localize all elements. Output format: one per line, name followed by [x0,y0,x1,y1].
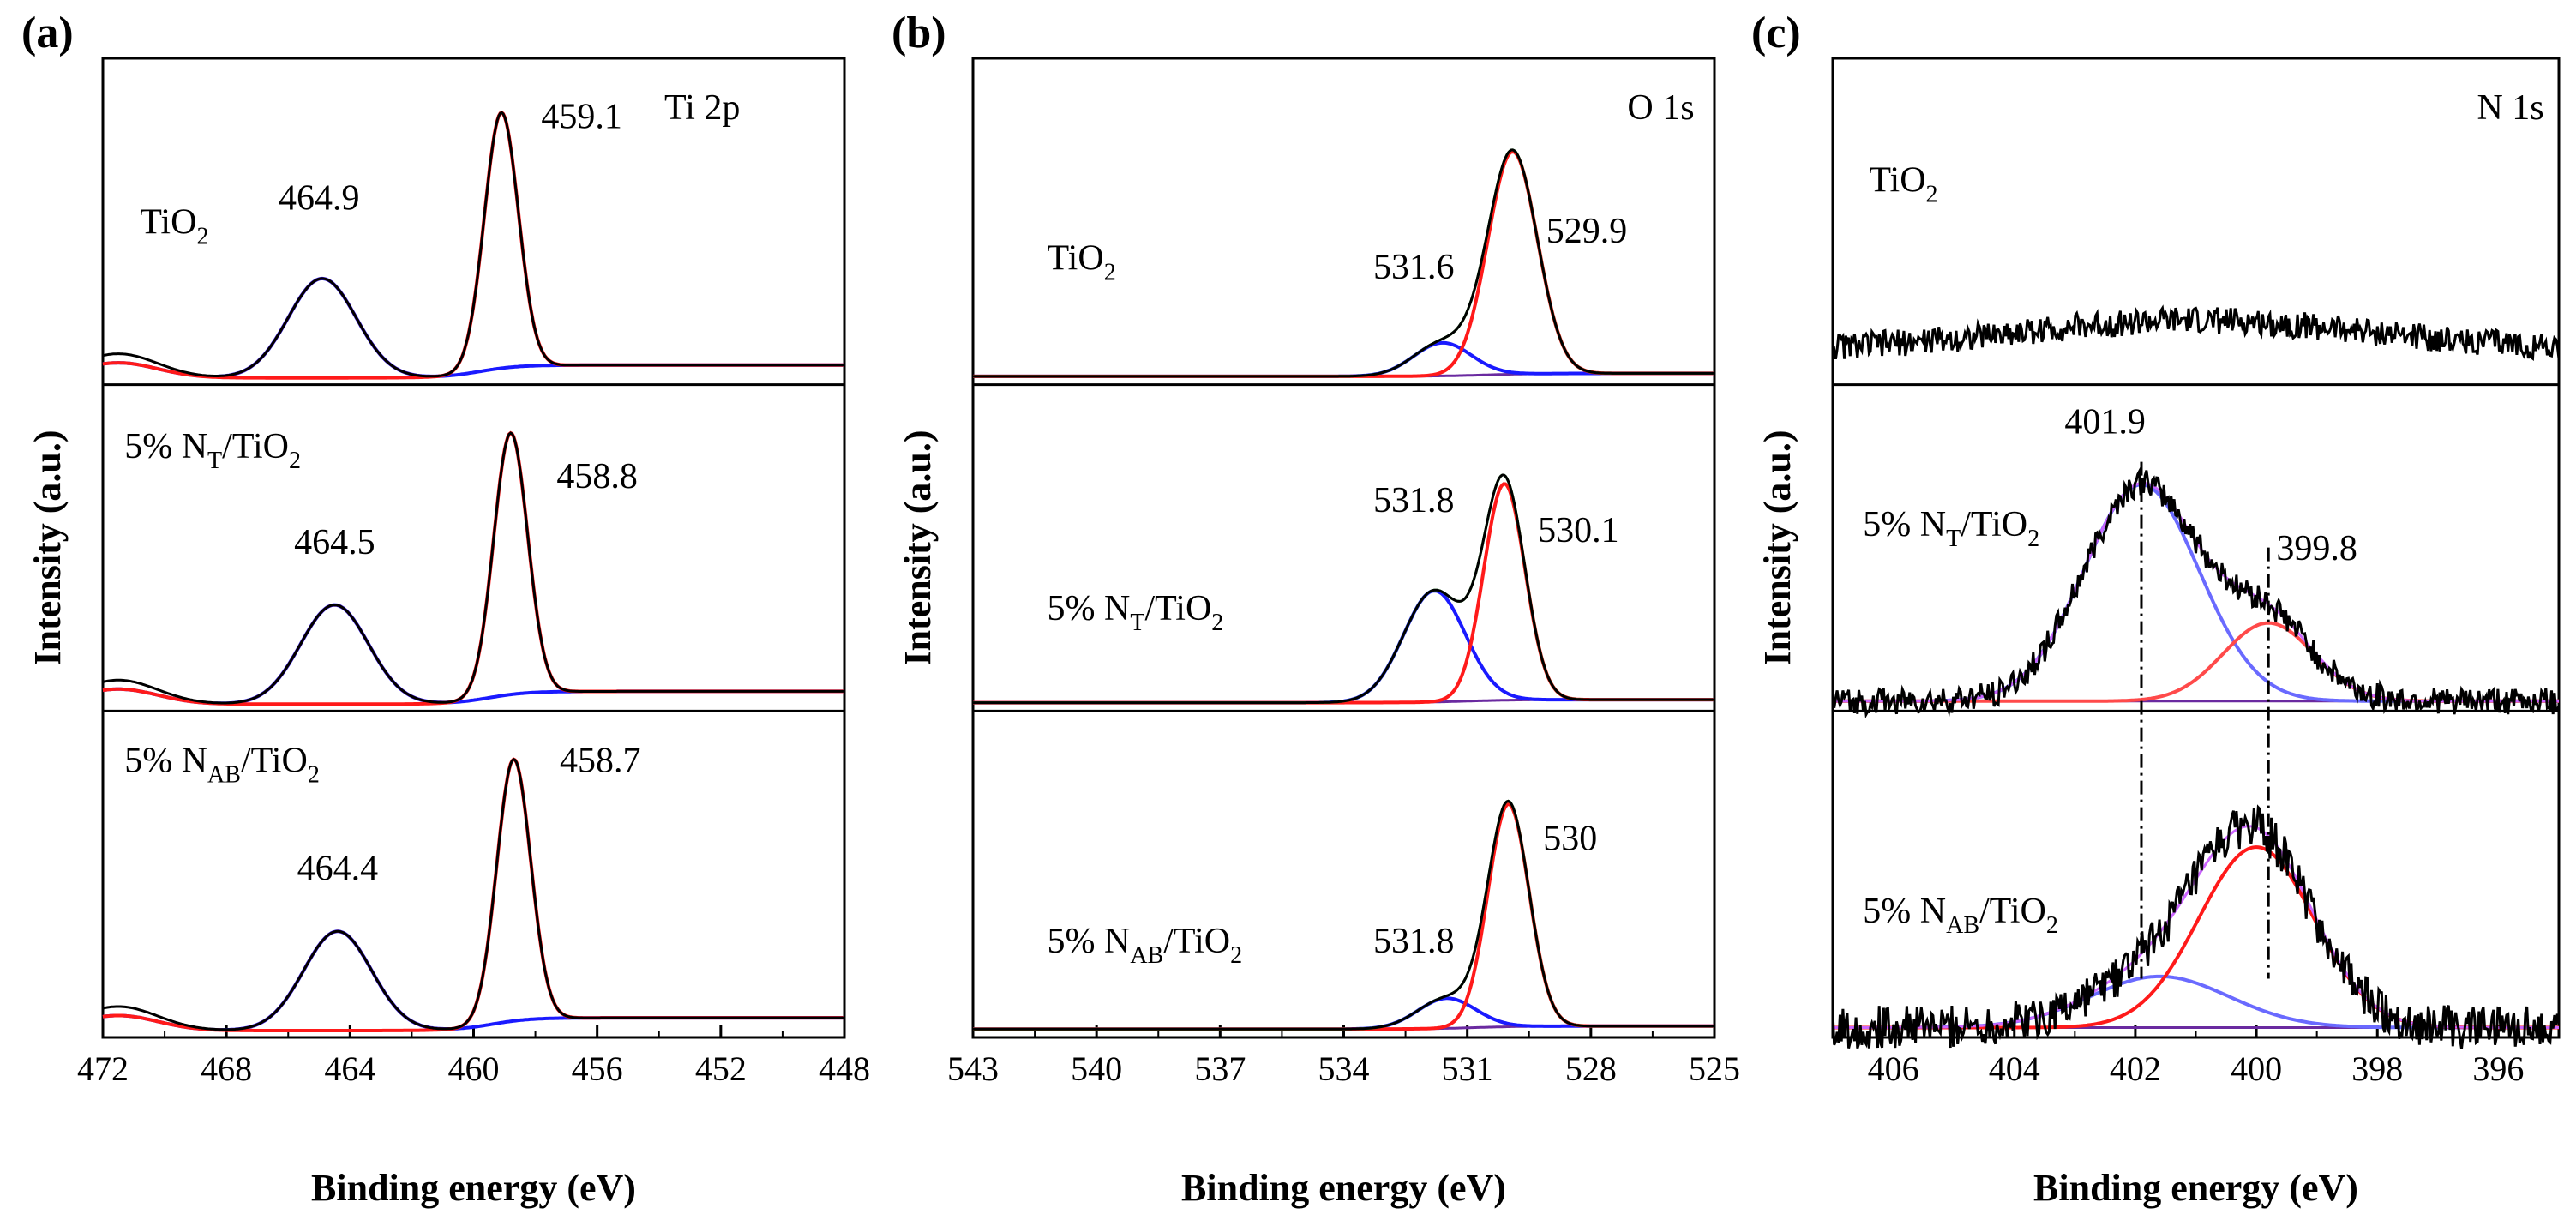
x-tick-label: 452 [695,1049,747,1088]
experimental-spectrum [1831,466,2561,719]
x-axis-title: Binding energy (eV) [1181,1167,1506,1209]
sample-label: TiO2 [140,202,208,249]
subplot-2: 5% NT/TiO2 464.5 458.8 [102,427,844,706]
x-tick-label: 398 [2351,1049,2403,1088]
sample-label: 5% NT/TiO2 [124,427,301,474]
x-tick-label: 396 [2472,1049,2524,1088]
sample-label: 5% NAB/TiO2 [1048,922,1243,969]
panel-1: (a) Intensity (a.u.) Binding energy (eV) 47… [21,9,870,1209]
x-axis-title: Binding energy (eV) [311,1167,636,1209]
panel-label: (c) [1751,9,1801,57]
x-tick-label: 472 [77,1049,129,1088]
x-tick-label: 531 [1442,1049,1493,1088]
x-tick-label: 400 [2231,1049,2282,1088]
component-peak-530 [973,802,1714,1031]
subplot-3: 5% NAB/TiO2 531.8 530 [973,799,1714,1031]
x-tick-label: 525 [1689,1049,1740,1088]
sample-label: 5% NAB/TiO2 [124,741,320,788]
subplot-3: 5% NAB/TiO2 464.4 458.7 [102,741,844,1032]
experimental-spectrum [102,111,844,378]
panel-frame [101,57,846,1039]
peak-label: 464.9 [279,178,360,218]
experimental-spectrum [102,757,844,1031]
peak-label: 464.5 [294,523,375,562]
component-peak-459.1 [102,111,844,380]
subplot-1: TiO2 464.9 459.1 Ti 2p [102,88,844,380]
peak-label: 458.7 [560,741,641,780]
region-label: O 1s [1627,88,1694,128]
sample-label: TiO2 [1048,238,1116,285]
x-tick-label: 537 [1194,1049,1246,1088]
peak-label: 458.8 [556,457,638,496]
x-tick-label: 402 [2110,1049,2161,1088]
peak-label: 531.8 [1373,922,1455,961]
peak-label: 401.9 [2064,403,2146,442]
peak-label: 530 [1543,820,1597,859]
x-tick-label: 448 [819,1049,870,1088]
panel-label: (b) [892,9,946,57]
subplot-1: TiO2 531.6 529.9 O 1s [973,88,1714,378]
peak-label: 531.8 [1373,481,1455,520]
fit-envelope [102,111,844,378]
experimental-spectrum [1831,804,2561,1049]
x-tick-label: 543 [947,1049,999,1088]
peak-label: 529.9 [1546,212,1628,251]
x-tick-label: 406 [1868,1049,1919,1088]
peak-label: 531.6 [1373,248,1455,287]
subplot-3: 5% NAB/TiO2 [1831,804,2561,1049]
component-peak-531.6 [973,340,1714,378]
x-tick-label: 404 [1989,1049,2040,1088]
sample-label: 5% NT/TiO2 [1048,589,1224,636]
peak-label: 459.1 [541,98,622,137]
panel-2: (b) Intensity (a.u.) Binding energy (eV) 54… [892,9,1740,1209]
sample-label: 5% NT/TiO2 [1863,505,2039,552]
component-peak-399.8 [1833,621,2559,703]
peak-label: 464.4 [297,850,379,889]
sample-label: TiO2 [1869,160,1937,207]
y-axis-title: Intensity (a.u.) [27,430,69,665]
subplot-2: 5% NT/TiO2 401.9 399.8 [1831,403,2561,719]
subplot-2: 5% NT/TiO2 531.8 530.1 [973,473,1714,705]
experimental-spectrum [102,431,844,705]
x-tick-label: 464 [324,1049,375,1088]
x-tick-label: 468 [201,1049,252,1088]
x-tick-label: 534 [1318,1049,1370,1088]
y-axis-title: Intensity (a.u.) [897,430,939,665]
region-label: Ti 2p [664,88,740,128]
x-tick-label: 528 [1565,1049,1617,1088]
region-label: N 1s [2477,88,2543,128]
peak-label: 530.1 [1538,511,1619,550]
experimental-spectrum [1831,304,2561,361]
x-axis-title: Binding energy (eV) [2033,1167,2358,1209]
subplot-1: TiO2 N 1s [1831,88,2561,361]
sample-label: 5% NAB/TiO2 [1863,892,2058,939]
fit-envelope [102,757,844,1031]
fit-envelope [973,799,1714,1031]
experimental-spectrum [973,148,1714,378]
x-tick-label: 540 [1071,1049,1122,1088]
y-axis-title: Intensity (a.u.) [1756,430,1798,665]
component-peak-458.7 [102,757,844,1032]
x-tick-label: 456 [572,1049,623,1088]
peak-label: 399.8 [2276,529,2357,568]
experimental-spectrum [973,473,1714,705]
experimental-spectrum [973,799,1714,1031]
component-peak-464.5 [102,603,844,706]
panel-3: (c) Intensity (a.u.) Binding energy (eV) 40… [1751,9,2561,1209]
x-tick-label: 460 [448,1049,500,1088]
panel-label: (a) [21,9,74,57]
